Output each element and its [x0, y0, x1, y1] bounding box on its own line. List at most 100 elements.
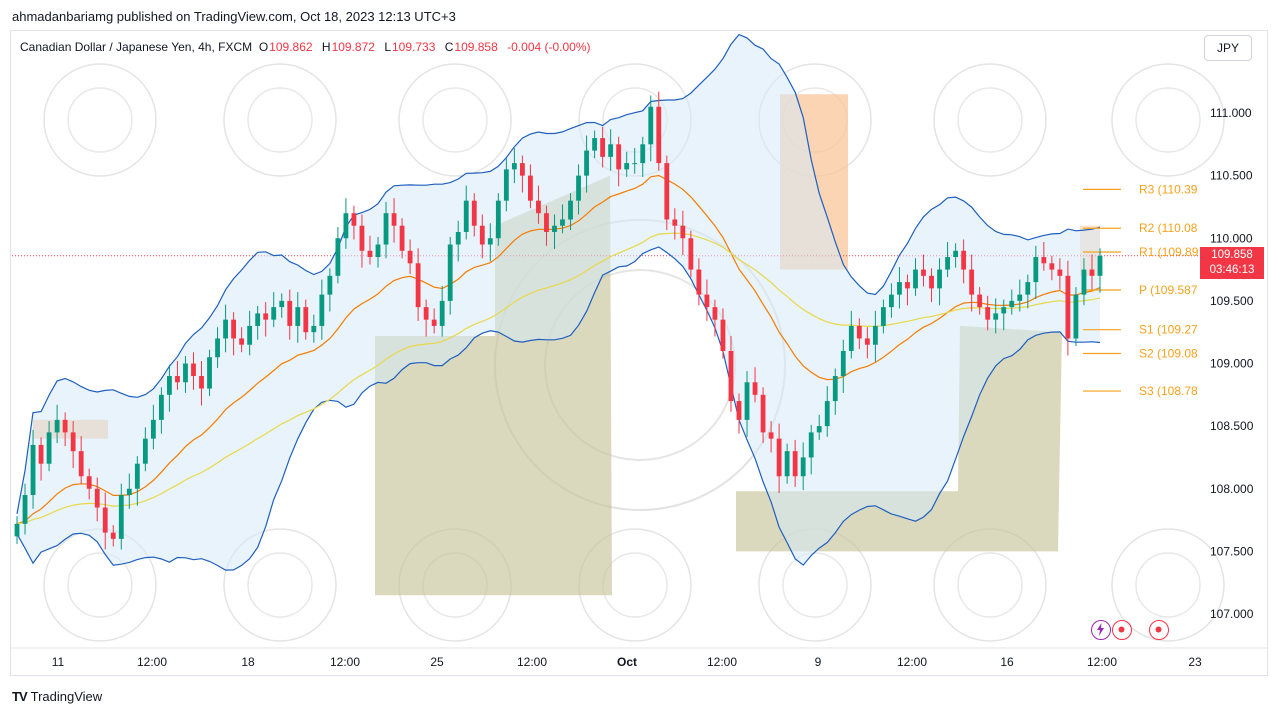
- candle: [150, 419, 156, 439]
- candle: [487, 238, 493, 245]
- price-tick-label: 109.000: [1210, 357, 1254, 371]
- watermark-ring: [1111, 63, 1225, 177]
- pivot-label: P (109.587: [1139, 283, 1198, 297]
- candle: [929, 275, 934, 289]
- candle: [78, 451, 84, 477]
- candle: [889, 294, 894, 308]
- high-value: 109.872: [331, 40, 375, 54]
- pivot-label: S1 (109.27: [1139, 323, 1198, 337]
- watermark-ring: [223, 63, 337, 177]
- candle: [471, 200, 477, 226]
- time-tick-label: Oct: [617, 655, 637, 669]
- candle: [880, 307, 886, 326]
- candle: [800, 457, 806, 477]
- time-tick-label: 23: [1188, 655, 1202, 669]
- time-tick-label: 18: [241, 655, 255, 669]
- pivot-label: R2 (110.08: [1139, 221, 1198, 235]
- candle: [552, 225, 557, 232]
- candle: [102, 507, 108, 533]
- candle: [704, 294, 710, 308]
- candle: [303, 307, 309, 333]
- high-label: H: [321, 40, 331, 54]
- candle: [768, 432, 774, 439]
- candle: [14, 523, 20, 537]
- watermark-ring: [933, 63, 1047, 177]
- time-tick-label: 11: [52, 655, 65, 669]
- time-axis[interactable]: 11 12:00 18 12:00 25 12:00 Oct 12:00 9 12:00 16 12:…: [10, 647, 1268, 669]
- candle: [616, 144, 622, 170]
- candle: [439, 300, 445, 326]
- candle: [183, 363, 188, 383]
- record-icon[interactable]: [1112, 620, 1132, 640]
- candle: [287, 300, 293, 326]
- pivot-label: R1 (109.89: [1139, 245, 1199, 259]
- candle: [511, 163, 517, 170]
- candle: [640, 144, 646, 164]
- candle: [463, 200, 469, 232]
- band-fill: [17, 34, 1100, 571]
- candle: [784, 451, 790, 477]
- time-tick-label: 12:00: [137, 655, 167, 669]
- candle: [897, 282, 902, 295]
- candle: [1097, 255, 1103, 276]
- candle: [913, 269, 918, 289]
- watermark-ring: [398, 63, 512, 177]
- bollinger-band: [16, 33, 1101, 571]
- candle: [375, 244, 381, 258]
- ema-slow-line: [16, 232, 1101, 525]
- tradingview-logo[interactable]: TV TradingView: [12, 689, 102, 704]
- currency-button[interactable]: JPY: [1204, 35, 1252, 61]
- candle: [600, 138, 606, 157]
- last-price-value: 109.858: [1211, 248, 1253, 261]
- candle: [792, 451, 798, 477]
- candle: [672, 219, 678, 226]
- candle: [608, 144, 614, 157]
- candle: [656, 106, 662, 164]
- candle: [856, 325, 862, 339]
- candle: [423, 307, 429, 320]
- candle: [576, 175, 581, 201]
- candle: [175, 376, 180, 383]
- price-axis[interactable]: 111.000 110.500 110.000 109.500 109.000 108.5…: [1210, 106, 1254, 621]
- symbol-legend: Canadian Dollar / Japanese Yen, 4h, FXCM…: [20, 40, 597, 54]
- candle: [632, 163, 638, 165]
- time-tick-label: 12:00: [330, 655, 360, 669]
- candle: [142, 438, 148, 464]
- watermark-ring: [957, 552, 1023, 618]
- tradingview-brand: TradingView: [30, 689, 103, 704]
- candle: [231, 319, 237, 339]
- lightning-icon[interactable]: [1091, 620, 1111, 640]
- watermark-ring: [67, 552, 133, 618]
- last-price-tag: 109.858 03:46:13: [1200, 246, 1264, 279]
- record-icon[interactable]: [1149, 620, 1169, 640]
- candle: [399, 225, 405, 251]
- candle: [816, 426, 822, 433]
- candle: [415, 263, 421, 308]
- price-tick-label: 109.500: [1210, 294, 1254, 308]
- watermark-ring: [1135, 552, 1201, 618]
- candle: [1033, 257, 1039, 283]
- candle: [1089, 269, 1095, 276]
- open-value: 109.862: [269, 40, 313, 54]
- open-label: O: [258, 40, 269, 54]
- candle: [22, 495, 28, 524]
- candle: [688, 238, 694, 270]
- candle: [86, 476, 92, 489]
- time-tick-label: 12:00: [1087, 655, 1117, 669]
- candle: [343, 213, 349, 239]
- watermark-ring: [43, 63, 157, 177]
- candle: [832, 376, 838, 402]
- supply-demand-zone: [63, 175, 612, 596]
- candle: [1025, 282, 1031, 295]
- candle: [728, 350, 734, 402]
- candle: [327, 275, 333, 295]
- candle: [592, 138, 598, 151]
- candle: [696, 269, 702, 295]
- candle: [247, 325, 253, 345]
- candle: [1001, 307, 1007, 314]
- candle: [319, 294, 325, 326]
- candle: [94, 488, 100, 508]
- candle: [110, 532, 116, 539]
- candle: [447, 244, 453, 301]
